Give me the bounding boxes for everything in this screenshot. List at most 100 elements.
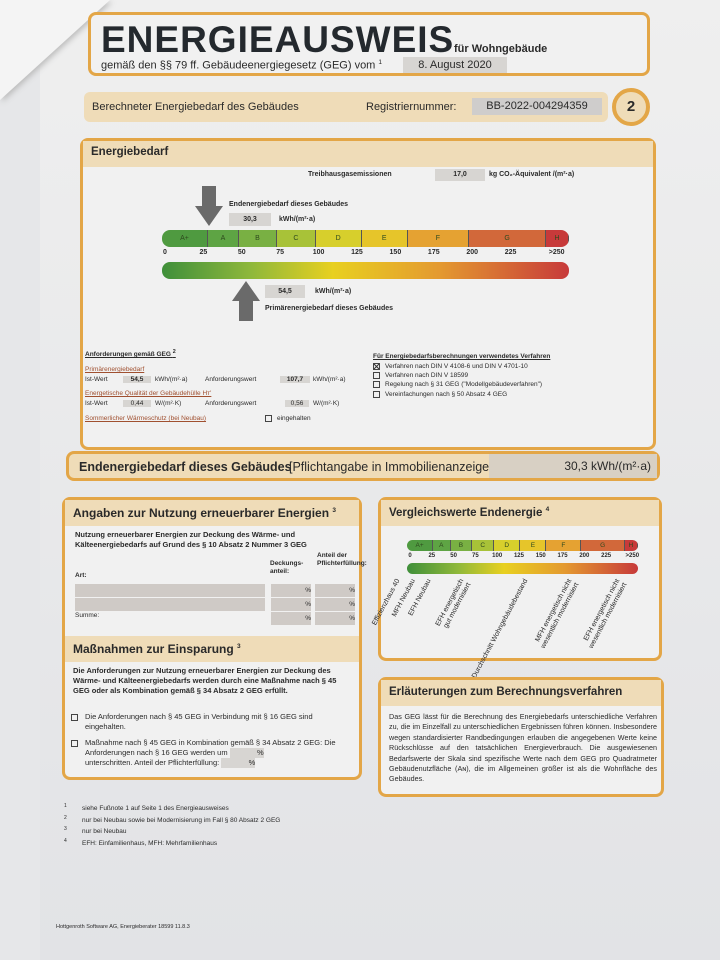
energy-class-A: A — [433, 540, 451, 551]
energy-class-B: B — [238, 230, 278, 247]
energy-class-A+: A+ — [162, 230, 209, 247]
measure-option-2[interactable]: Maßnahme nach § 45 GEG in Kombination ge… — [71, 738, 346, 768]
footnote-number: 4 — [64, 837, 67, 844]
footnote: 4 EFH: Einfamilienhaus, MFH: Mehrfamilien… — [64, 837, 364, 849]
energy-class-E: E — [361, 230, 408, 247]
end-energy-banner: Endenergiebedarf dieses Gebäudes [Pflich… — [66, 451, 660, 481]
scale-tick: 25 — [428, 553, 436, 559]
primary-energy-value: 54,5 — [265, 285, 305, 298]
scale-tick: 100 — [312, 249, 325, 256]
title-box: ENERGIEAUSWEIS für Wohngebäude gemäß den… — [88, 12, 650, 76]
footnotes: 1 siehe Fußnote 1 auf Seite 1 des Energie… — [64, 802, 364, 849]
method-option[interactable]: Vereinfachungen nach § 50 Absatz 4 GEG — [373, 390, 643, 398]
footnote-ref: 3 — [332, 507, 337, 514]
energy-scale-ticks: 0 25 50 75 100 125 150 175 200 225 >250 — [162, 249, 569, 259]
energy-class-G: G — [581, 540, 625, 551]
energy-class-G: G — [469, 230, 546, 247]
scale-tick: 200 — [579, 553, 590, 559]
comparison-label: EFH energetisch gut modernisiert — [434, 578, 473, 630]
footnote-ref: 4 — [545, 506, 550, 513]
document-subtitle: für Wohngebäude — [454, 43, 548, 55]
comparison-class-bar: A+ A B C D E F G H — [407, 540, 638, 551]
software-credit: Hottgenroth Software AG, Energieberater … — [56, 924, 190, 930]
checkbox-icon — [71, 714, 78, 721]
hull-req-row: Ist-Wert 0,44 W/(m²·K) Anforderungswert … — [85, 400, 365, 412]
energy-class-A+: A+ — [407, 540, 434, 551]
energy-class-H: H — [624, 540, 638, 551]
energy-class-B: B — [450, 540, 473, 551]
law-date: 8. August 2020 — [403, 57, 507, 73]
footnote-number: 1 — [64, 803, 67, 809]
anf-label: Anforderungswert — [205, 400, 257, 408]
energy-class-F: F — [546, 540, 582, 551]
scale-tick: 75 — [472, 553, 479, 559]
fulfillment-percent-field: % — [315, 584, 355, 597]
legal-text: gemäß den §§ 79 ff. Gebäudeenergiegesetz… — [101, 59, 376, 72]
footnote: 3 nur bei Neubau — [64, 825, 364, 837]
method-option-label: Regelung nach § 31 GEG ("Modellgebäudeve… — [385, 381, 543, 389]
sum-label: Summe: — [75, 612, 100, 619]
summer-row: Sommerlicher Wärmeschutz (bei Neubau) ei… — [85, 415, 365, 427]
measure-option-1[interactable]: Die Anforderungen nach § 45 GEG in Verbi… — [71, 712, 341, 732]
coverage-percent-field: % — [271, 598, 311, 611]
subheader-label: Berechneter Energiebedarf des Gebäudes — [92, 101, 299, 113]
energiebedarf-box: Energiebedarf Treibhausgasemissionen 17,… — [80, 138, 656, 450]
ist-hull-value: 0,44 — [123, 400, 151, 408]
explanation-title: Erläuterungen zum Berechnungsverfahren — [381, 680, 661, 706]
requirements-title: Anforderungen gemäß GEG 2 — [85, 349, 365, 358]
fulfillment-percent-field: % — [315, 612, 355, 625]
footnote-text: siehe Fußnote 1 auf Seite 1 des Energiea… — [82, 805, 229, 813]
coverage-percent-field: % — [271, 584, 311, 597]
scale-tick: 125 — [351, 249, 363, 256]
unit: W/(m²·K) — [155, 400, 182, 408]
explanation-box: Erläuterungen zum Berechnungsverfahren D… — [378, 677, 664, 797]
method-option-label: Verfahren nach DIN V 18599 — [385, 372, 469, 380]
scale-tick: 175 — [427, 249, 440, 256]
checkbox-icon — [373, 381, 380, 389]
summer-label: Sommerlicher Wärmeschutz (bei Neubau) — [85, 415, 207, 423]
option-1-text: Die Anforderungen nach § 45 GEG in Verbi… — [85, 712, 313, 731]
comparison-gradient-bar — [407, 563, 638, 574]
ghg-value: 17,0 — [435, 169, 485, 181]
method-option[interactable]: Verfahren nach DIN V 4108-6 und DIN V 47… — [373, 363, 643, 370]
subheader-bar: Berechneter Energiebedarf des Gebäudes R… — [84, 92, 608, 122]
scale-tick: 200 — [466, 249, 478, 256]
method-option-label: Verfahren nach DIN V 4108-6 und DIN V 47… — [385, 363, 528, 371]
requirements-title-text: Anforderungen gemäß GEG — [85, 351, 171, 359]
primary-req-title: Primärenergiebedarf — [85, 366, 145, 374]
method-option[interactable]: Regelung nach § 31 GEG ("Modellgebäudeve… — [373, 381, 643, 389]
primary-energy-unit: kWh/(m²·a) — [315, 288, 352, 295]
scale-tick: 25 — [199, 249, 208, 256]
method-option-label: Vereinfachungen nach § 50 Absatz 4 GEG — [385, 390, 508, 398]
energy-gradient-bar — [162, 262, 569, 279]
scale-tick: 225 — [601, 553, 612, 559]
footnote-text: nur bei Neubau sowie bei Modernisierung … — [82, 816, 281, 824]
scale-tick: 150 — [535, 553, 546, 559]
energy-class-E: E — [520, 540, 547, 551]
scale-tick: 0 — [408, 553, 412, 559]
col-deckung: Deckungs-anteil: — [270, 560, 304, 575]
checkbox-icon — [265, 415, 272, 423]
ist-label: Ist-Wert — [85, 376, 108, 384]
page-number: 2 — [612, 88, 650, 126]
scale-tick: >250 — [625, 553, 640, 559]
method-options: Verfahren nach DIN V 4108-6 und DIN V 47… — [373, 363, 643, 398]
scale-tick: 125 — [513, 553, 524, 559]
col-pflicht: Anteil der Pflichterfüllung: — [317, 552, 367, 567]
renewable-type-field — [75, 584, 265, 597]
summer-checkbox[interactable]: eingehalten — [265, 415, 311, 422]
footnote-ref: 2 — [172, 349, 176, 355]
scale-tick: 100 — [492, 553, 503, 559]
end-energy-unit: kWh/(m²·a) — [279, 216, 316, 223]
option-2-text-b: unterschritten. Anteil der Pflichterfüll… — [85, 758, 220, 767]
energy-class-H: H — [545, 230, 569, 247]
comparison-title: Vergleichswerte Endenergie 4 — [381, 500, 659, 526]
ghg-label: Treibhausgasemissionen — [308, 171, 392, 178]
explanation-text: Das GEG lässt für die Berechnung des Ene… — [389, 712, 657, 784]
footnote-text: EFH: Einfamilienhaus, MFH: Mehrfamilienh… — [82, 840, 218, 848]
ghg-unit: kg CO₂-Äquivalent /(m²·a) — [489, 171, 575, 178]
primary-energy-arrow-icon — [231, 281, 260, 321]
banner-label: Endenergiebedarf dieses Gebäudes — [79, 460, 292, 474]
method-option[interactable]: Verfahren nach DIN V 18599 — [373, 372, 643, 379]
checkbox-icon — [373, 390, 380, 398]
